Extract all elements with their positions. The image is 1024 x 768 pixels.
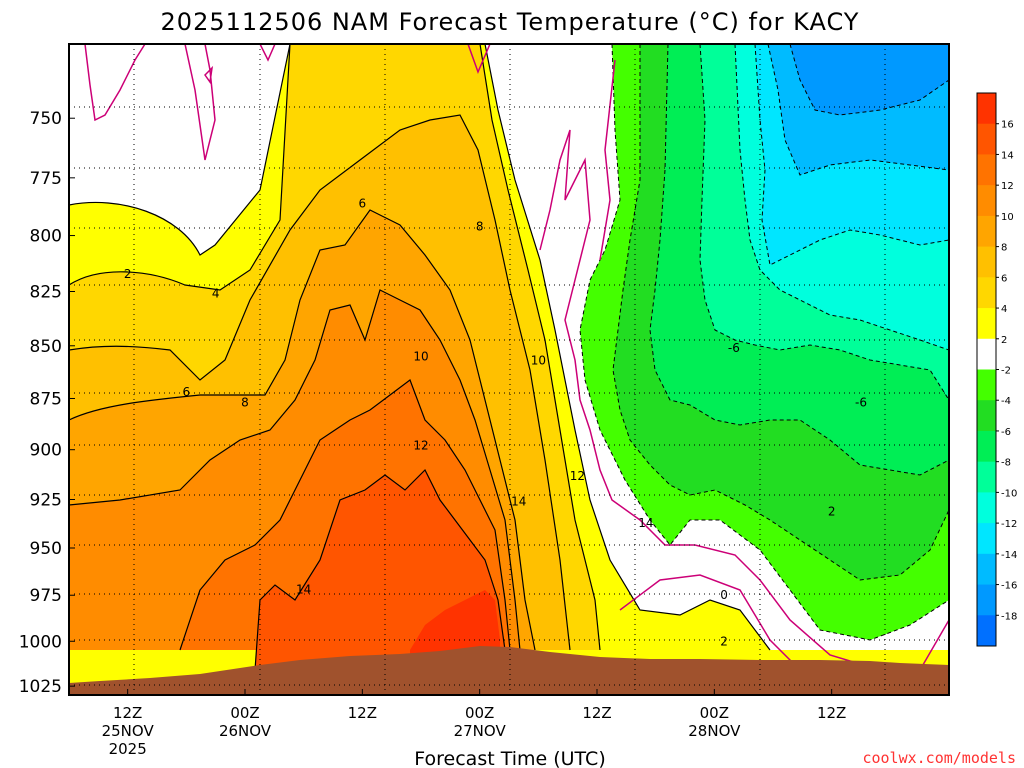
colorbar-swatch (977, 492, 996, 524)
colorbar-swatch (977, 461, 996, 493)
contour-label: 12 (570, 469, 585, 483)
colorbar-swatch (977, 400, 996, 432)
colorbar-tick-label: -14 (1001, 550, 1017, 561)
y-tick-label: 800 (30, 227, 62, 247)
x-tick-date: 25NOV (102, 722, 155, 740)
colorbar-swatch (977, 277, 996, 309)
warm-blob-small (110, 495, 135, 530)
colorbar: 16 14 12 10 8 6 4 2 -2 -4 -6 -8 -10 -12 -14 -16 -18 (976, 92, 1017, 647)
colorbar-tick-label: 12 (1001, 181, 1014, 192)
plot-area (69, 44, 949, 695)
contour-label: 12 (413, 439, 428, 453)
colorbar-tick-label: 10 (1001, 212, 1014, 223)
contour-label: 10 (413, 349, 428, 363)
colorbar-swatch (977, 308, 996, 340)
contour-label: 2 (828, 504, 836, 518)
contour-label: -6 (855, 396, 867, 410)
chart-title: 2025112506 NAM Forecast Temperature (°C)… (161, 8, 860, 36)
x-tick-hour: 00Z (230, 704, 259, 722)
x-tick-hour: 12Z (582, 704, 611, 722)
colorbar-swatch (977, 93, 996, 125)
contour-label: 2 (124, 267, 132, 281)
x-tick-hour: 12Z (348, 704, 377, 722)
colorbar-swatch (977, 246, 996, 278)
colorbar-swatch (977, 338, 996, 370)
y-tick-label: 775 (30, 169, 62, 189)
contour-labels: 2 4 6 8 6 8 10 10 12 12 14 14 14 -6 -6 2 0 2 (124, 196, 867, 648)
cold-contour-lines (579, 44, 949, 641)
colorbar-tick-label: 2 (1001, 335, 1007, 346)
colorbar-swatch (977, 584, 996, 616)
colorbar-swatch (977, 185, 996, 217)
contour-label: 14 (296, 583, 311, 597)
credit-link[interactable]: coolwx.com/models (862, 749, 1016, 767)
x-tick-year: 2025 (109, 740, 147, 758)
x-tick-hour: 12Z (817, 704, 846, 722)
x-tick-date: 28NOV (688, 722, 741, 740)
x-axis-label: Forecast Time (UTC) (414, 748, 605, 768)
contour-label: 8 (476, 219, 484, 233)
colorbar-tick-label: 8 (1001, 243, 1007, 254)
colorbar-tick-label: -2 (1001, 366, 1011, 377)
colorbar-swatch (977, 523, 996, 555)
x-tick-date: 26NOV (219, 722, 272, 740)
colorbar-tick-label: 14 (1001, 150, 1014, 161)
y-tick-label: 925 (30, 491, 62, 511)
zero-degree-contours (84, 44, 949, 671)
colorbar-tick-label: -10 (1001, 488, 1017, 499)
x-tick-date: 27NOV (454, 722, 507, 740)
colorbar-swatch (977, 615, 996, 647)
contour-label: 6 (183, 385, 191, 399)
y-tick-label: 900 (30, 441, 62, 461)
colorbar-tick-label: 6 (1001, 273, 1007, 284)
colorbar-tick-label: -12 (1001, 519, 1017, 530)
y-axis: 750 775 800 825 850 875 900 925 950 975 1000 1025 (19, 109, 75, 697)
y-tick-label: 750 (30, 109, 62, 129)
colorbar-tick-label: -4 (1001, 396, 1011, 407)
colorbar-tick-label: 4 (1001, 304, 1007, 315)
y-tick-label: 825 (30, 283, 62, 303)
contour-label: 6 (359, 196, 367, 210)
colorbar-swatch (977, 215, 996, 248)
grid (69, 44, 949, 695)
y-tick-label: 875 (30, 389, 62, 409)
colorbar-swatch (977, 369, 996, 401)
colorbar-tick-label: -6 (1001, 427, 1011, 438)
contour-label: 2 (720, 634, 728, 648)
colorbar-tick-label: -18 (1001, 611, 1017, 622)
band-16-18 (410, 590, 500, 660)
y-tick-label: 1025 (19, 677, 62, 697)
plot-frame (68, 43, 950, 696)
band-minus16-minus18 (790, 44, 949, 115)
contour-label: 0 (720, 588, 728, 602)
terrain-surface (69, 646, 949, 695)
x-tick-hour: 00Z (700, 704, 729, 722)
colorbar-swatch (977, 553, 996, 586)
contour-label: -6 (728, 341, 740, 355)
contour-label: 14 (638, 516, 653, 530)
x-tick-hour: 00Z (465, 704, 494, 722)
colorbar-swatch (977, 154, 996, 186)
contour-label: 4 (212, 287, 220, 301)
colorbar-swatch (977, 123, 996, 155)
colorbar-tick-label: 16 (1001, 120, 1014, 131)
y-tick-label: 950 (30, 539, 62, 559)
colorbar-swatch (977, 430, 996, 463)
y-tick-label: 975 (30, 586, 62, 606)
contour-label: 10 (531, 354, 546, 368)
colorbar-tick-label: -16 (1001, 581, 1017, 592)
colorbar-tick-label: -8 (1001, 458, 1011, 469)
y-tick-label: 850 (30, 337, 62, 357)
x-tick-hour: 12Z (113, 704, 142, 722)
y-tick-label: 1000 (19, 632, 62, 652)
contour-label: 14 (511, 494, 526, 508)
contour-label: 8 (241, 396, 249, 410)
